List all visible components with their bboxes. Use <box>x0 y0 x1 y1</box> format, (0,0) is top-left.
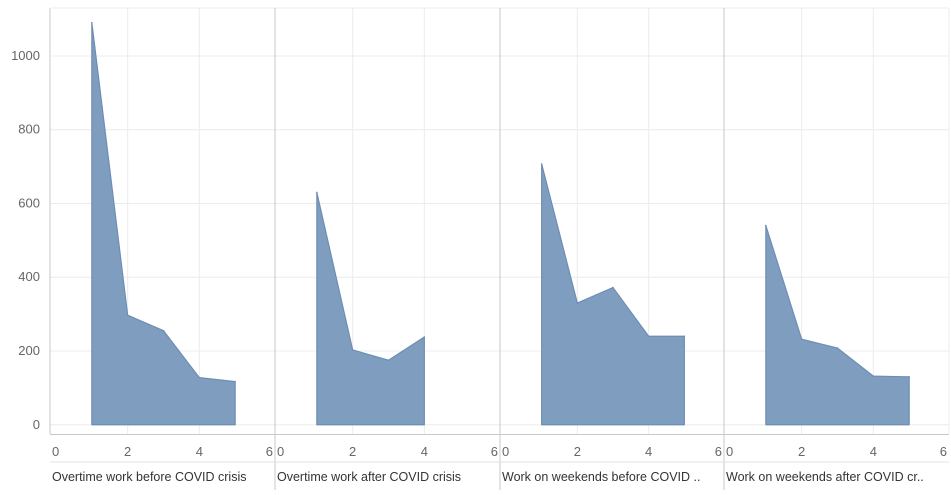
data-point <box>647 335 650 338</box>
data-point <box>91 21 93 24</box>
data-point <box>423 336 426 338</box>
x-tick-label: 0 <box>502 444 509 459</box>
data-point <box>908 376 910 378</box>
data-point <box>576 302 579 304</box>
data-point <box>872 375 875 377</box>
data-point <box>540 163 543 165</box>
data-point <box>162 329 165 332</box>
area-series-1 <box>91 22 236 426</box>
x-tick-label: 2 <box>798 444 805 459</box>
x-tick-label: 2 <box>124 444 131 459</box>
panel-title-4: Work on weekends after COVID cr.. <box>726 470 924 484</box>
x-tick-label: 2 <box>574 444 581 459</box>
x-tick-label: 6 <box>715 444 722 459</box>
y-tick-label: 200 <box>18 343 40 358</box>
x-tick-label: 0 <box>277 444 284 459</box>
data-point <box>316 191 318 194</box>
x-tick-label: 0 <box>726 444 733 459</box>
y-tick-label: 800 <box>18 122 40 137</box>
data-point <box>765 224 767 227</box>
panel-title-1: Overtime work before COVID crisis <box>52 470 246 484</box>
x-tick-label: 4 <box>421 444 428 459</box>
x-tick-label: 4 <box>196 444 203 459</box>
data-point <box>126 314 129 317</box>
x-tick-label: 6 <box>940 444 947 459</box>
panel-title-2: Overtime work after COVID crisis <box>277 470 461 484</box>
x-tick-label: 4 <box>870 444 877 459</box>
y-tick-label: 1000 <box>11 48 40 63</box>
data-point <box>683 335 686 338</box>
y-tick-label: 400 <box>18 269 40 284</box>
area-series-2 <box>316 191 425 426</box>
panel-title-3: Work on weekends before COVID .. <box>502 470 700 484</box>
data-point <box>198 376 201 379</box>
data-point <box>387 359 390 362</box>
data-point <box>800 338 803 341</box>
data-point <box>234 380 236 383</box>
data-point <box>836 347 839 349</box>
x-tick-label: 4 <box>645 444 652 459</box>
y-tick-label: 600 <box>18 195 40 210</box>
area-series-3 <box>541 163 685 426</box>
data-point <box>351 349 354 351</box>
data-point <box>612 286 614 289</box>
y-tick-label: 0 <box>33 417 40 432</box>
x-tick-label: 2 <box>349 444 356 459</box>
x-tick-label: 6 <box>491 444 498 459</box>
x-tick-label: 6 <box>266 444 273 459</box>
area-series-4 <box>765 225 910 426</box>
x-tick-label: 0 <box>52 444 59 459</box>
